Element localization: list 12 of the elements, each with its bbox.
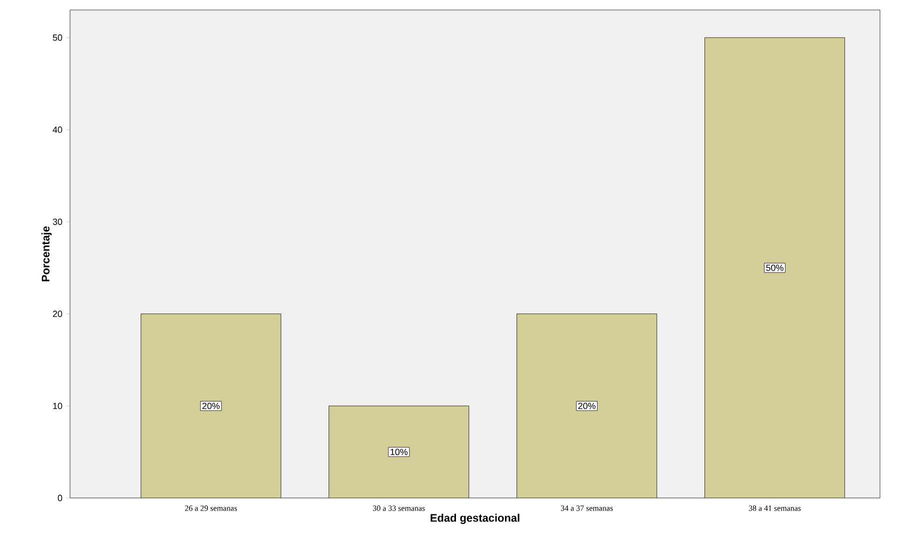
data-label: 20% <box>202 402 220 410</box>
y-axis-title: Porcentaje <box>41 226 52 282</box>
y-tick-label: 10 <box>53 402 62 410</box>
data-label: 50% <box>766 264 784 271</box>
y-tick-label: 0 <box>58 494 62 502</box>
data-label: 10% <box>390 448 408 456</box>
data-label: 20% <box>578 402 596 410</box>
x-axis-title: Edad gestacional <box>430 514 520 524</box>
y-tick-label: 20 <box>52 310 62 318</box>
y-tick-label: 50 <box>52 34 62 41</box>
y-tick-label: 40 <box>52 126 62 133</box>
y-tick-label: 30 <box>52 218 62 225</box>
